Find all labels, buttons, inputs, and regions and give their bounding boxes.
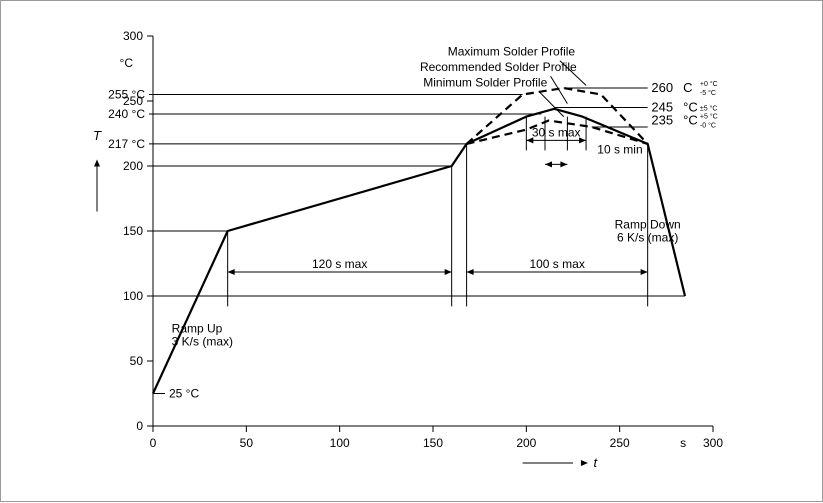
right-temp-value-260: 260 [651, 80, 673, 95]
span-10-arrow-right [560, 161, 568, 168]
y-tick-label: 50 [130, 354, 144, 368]
series-2-line [466, 119, 648, 145]
x-tick-label: 100 [330, 436, 350, 450]
x-tick-label: 150 [423, 436, 443, 450]
min-profile-leader [539, 91, 565, 117]
y-tick-label: 100 [123, 289, 143, 303]
span-120-arrow-left [227, 269, 235, 275]
y-axis-arrow-head [94, 159, 100, 167]
ref-label-255: 255 °C [108, 88, 145, 102]
rec-profile-leader [550, 76, 568, 104]
ramp-down-label: Ramp Down [615, 217, 681, 231]
max-profile-leader [559, 60, 587, 86]
ramp-up-label: Ramp Up [172, 321, 223, 335]
right-temp-tol-minus-235: -0 °C [700, 122, 716, 130]
span-10-arrow-left [545, 161, 552, 168]
x-axis-arrow-head [580, 460, 588, 466]
x-tick-label: 250 [610, 436, 630, 450]
span-30-arrow-left [526, 137, 534, 144]
right-temp-value-235: 235 [651, 113, 673, 128]
span-100-arrow-right [640, 269, 648, 275]
right-temp-value-245: 245 [651, 100, 673, 115]
ramp-down-rate: 6 K/s (max) [617, 230, 678, 244]
span-120-label: 120 s max [312, 257, 367, 271]
x-tick-label: 300 [703, 436, 723, 450]
x-unit-label: s [680, 436, 686, 450]
x-tick-label: 200 [516, 436, 536, 450]
rec-profile-label: Recommended Solder Profile [420, 60, 577, 74]
span-100-arrow-left [466, 269, 474, 275]
right-temp-unit-260: C [683, 80, 692, 95]
right-temp-unit-235: °C [683, 113, 698, 128]
ref-label-240: 240 °C [108, 107, 145, 121]
y-tick-label: 250 [123, 94, 143, 108]
min-profile-label: Minimum Solder Profile [423, 76, 547, 90]
span-30-label: 30 s max [532, 125, 581, 139]
y-unit-label: °C [120, 56, 134, 70]
y-tick-label: 200 [123, 159, 143, 173]
x-tick-label: 50 [240, 436, 254, 450]
y-axis-label: T [93, 128, 102, 143]
max-profile-label: Maximum Solder Profile [448, 45, 576, 59]
right-temp-tol-245: ±5 °C [700, 105, 718, 113]
x-tick-label: 0 [150, 436, 157, 450]
series-1-line [465, 86, 649, 145]
span-30-arrow-right [579, 137, 587, 144]
ramp-up-rate: 3 K/s (max) [172, 334, 233, 348]
series-0-line [152, 107, 687, 394]
span-100-label: 100 s max [529, 257, 584, 271]
right-temp-tol-minus-260: -5 °C [700, 89, 716, 97]
y-tick-label: 150 [123, 224, 143, 238]
right-temp-tol-plus-260: +0 °C [700, 80, 718, 88]
span-10-text: 10 s min [597, 142, 642, 156]
right-temp-unit-245: °C [683, 100, 698, 115]
span-120-arrow-right [444, 269, 452, 275]
right-temp-tol-plus-235: +5 °C [700, 113, 718, 121]
x-axis-label: t [594, 455, 599, 470]
ref-label-25: 25 °C [169, 387, 199, 401]
y-tick-label: 0 [136, 419, 143, 433]
ref-label-217: 217 °C [108, 137, 145, 151]
y-tick-label: 300 [123, 29, 143, 43]
